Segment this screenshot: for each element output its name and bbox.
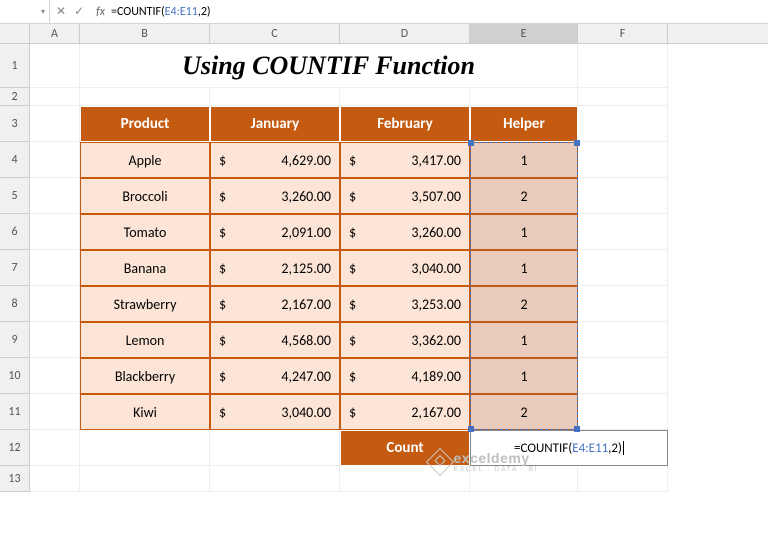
row-header-12[interactable]: 12 bbox=[0, 430, 30, 466]
row-2: 2 bbox=[0, 88, 768, 106]
row-header-8[interactable]: 8 bbox=[0, 286, 30, 322]
header-product: Product bbox=[80, 106, 210, 142]
fx-icon[interactable]: fx bbox=[96, 5, 105, 19]
header-february: February bbox=[340, 106, 470, 142]
product-cell[interactable]: Kiwi bbox=[80, 394, 210, 430]
table-row: 7 Banana$2,125.00$3,040.001 bbox=[0, 250, 768, 286]
col-header-E[interactable]: E bbox=[470, 24, 578, 43]
product-cell[interactable]: Banana bbox=[80, 250, 210, 286]
helper-cell[interactable]: 1 bbox=[470, 358, 578, 394]
row-header-3[interactable]: 3 bbox=[0, 106, 30, 142]
row-header-4[interactable]: 4 bbox=[0, 142, 30, 178]
product-cell[interactable]: Tomato bbox=[80, 214, 210, 250]
february-cell[interactable]: $3,362.00 bbox=[340, 322, 470, 358]
product-cell[interactable]: Apple bbox=[80, 142, 210, 178]
row-13: 13 bbox=[0, 466, 768, 492]
page-title: Using COUNTIF Function bbox=[80, 44, 578, 88]
product-cell[interactable]: Lemon bbox=[80, 322, 210, 358]
header-january: January bbox=[210, 106, 340, 142]
col-header-A[interactable]: A bbox=[30, 24, 80, 43]
row-header-5[interactable]: 5 bbox=[0, 178, 30, 214]
helper-cell[interactable]: 1 bbox=[470, 142, 578, 178]
cell-A1[interactable] bbox=[30, 44, 80, 88]
spreadsheet-grid: A B C D E F 1 Using COUNTIF Function 2 3… bbox=[0, 24, 768, 492]
product-cell[interactable]: Broccoli bbox=[80, 178, 210, 214]
january-cell[interactable]: $3,260.00 bbox=[210, 178, 340, 214]
enter-icon[interactable]: ✓ bbox=[74, 4, 84, 19]
february-cell[interactable]: $3,040.00 bbox=[340, 250, 470, 286]
formula-bar: ✕ ✓ fx =COUNTIF(E4:E11,2) bbox=[0, 0, 768, 24]
january-cell[interactable]: $2,091.00 bbox=[210, 214, 340, 250]
helper-cell[interactable]: 2 bbox=[470, 178, 578, 214]
february-cell[interactable]: $4,189.00 bbox=[340, 358, 470, 394]
col-header-C[interactable]: C bbox=[210, 24, 340, 43]
formula-bar-buttons: ✕ ✓ bbox=[50, 0, 90, 23]
row-header-2[interactable]: 2 bbox=[0, 88, 30, 106]
row-header-13[interactable]: 13 bbox=[0, 466, 30, 492]
january-cell[interactable]: $2,125.00 bbox=[210, 250, 340, 286]
col-header-D[interactable]: D bbox=[340, 24, 470, 43]
product-cell[interactable]: Strawberry bbox=[80, 286, 210, 322]
name-box[interactable] bbox=[0, 0, 50, 23]
table-row: 4 Apple$4,629.00$3,417.001 bbox=[0, 142, 768, 178]
watermark: exceldemy EXCEL · DATA · BI bbox=[430, 451, 539, 474]
february-cell[interactable]: $3,253.00 bbox=[340, 286, 470, 322]
col-header-F[interactable]: F bbox=[578, 24, 668, 43]
january-cell[interactable]: $2,167.00 bbox=[210, 286, 340, 322]
february-cell[interactable]: $3,260.00 bbox=[340, 214, 470, 250]
formula-bar-text[interactable]: =COUNTIF(E4:E11,2) bbox=[111, 5, 211, 19]
row-header-10[interactable]: 10 bbox=[0, 358, 30, 394]
helper-cell[interactable]: 1 bbox=[470, 322, 578, 358]
row-1: 1 Using COUNTIF Function bbox=[0, 44, 768, 88]
february-cell[interactable]: $3,507.00 bbox=[340, 178, 470, 214]
column-headers: A B C D E F bbox=[0, 24, 768, 44]
row-header-11[interactable]: 11 bbox=[0, 394, 30, 430]
january-cell[interactable]: $4,568.00 bbox=[210, 322, 340, 358]
formula-suffix: ,2) bbox=[198, 5, 211, 19]
cancel-icon[interactable]: ✕ bbox=[56, 4, 66, 19]
row-12: 12 Count =COUNTIF(E4:E11,2) bbox=[0, 430, 768, 466]
row-header-1[interactable]: 1 bbox=[0, 44, 30, 88]
helper-cell[interactable]: 2 bbox=[470, 394, 578, 430]
january-cell[interactable]: $3,040.00 bbox=[210, 394, 340, 430]
col-header-B[interactable]: B bbox=[80, 24, 210, 43]
product-cell[interactable]: Blackberry bbox=[80, 358, 210, 394]
text-cursor bbox=[623, 441, 624, 455]
row-header-6[interactable]: 6 bbox=[0, 214, 30, 250]
february-cell[interactable]: $3,417.00 bbox=[340, 142, 470, 178]
table-row: 11 Kiwi$3,040.00$2,167.002 bbox=[0, 394, 768, 430]
header-helper: Helper bbox=[470, 106, 578, 142]
table-row: 9 Lemon$4,568.00$3,362.001 bbox=[0, 322, 768, 358]
watermark-icon bbox=[425, 448, 453, 476]
helper-cell[interactable]: 2 bbox=[470, 286, 578, 322]
helper-cell[interactable]: 1 bbox=[470, 250, 578, 286]
formula-ref: E4:E11 bbox=[165, 5, 198, 19]
row-3: 3 Product January February Helper bbox=[0, 106, 768, 142]
select-all-corner[interactable] bbox=[0, 24, 30, 43]
table-row: 6 Tomato$2,091.00$3,260.001 bbox=[0, 214, 768, 250]
february-cell[interactable]: $2,167.00 bbox=[340, 394, 470, 430]
january-cell[interactable]: $4,629.00 bbox=[210, 142, 340, 178]
table-row: 8 Strawberry$2,167.00$3,253.002 bbox=[0, 286, 768, 322]
table-row: 10 Blackberry$4,247.00$4,189.001 bbox=[0, 358, 768, 394]
helper-cell[interactable]: 1 bbox=[470, 214, 578, 250]
january-cell[interactable]: $4,247.00 bbox=[210, 358, 340, 394]
cell-F1[interactable] bbox=[578, 44, 668, 88]
row-header-7[interactable]: 7 bbox=[0, 250, 30, 286]
rows: 1 Using COUNTIF Function 2 3 Product Jan… bbox=[0, 44, 768, 492]
table-row: 5 Broccoli$3,260.00$3,507.002 bbox=[0, 178, 768, 214]
formula-prefix: =COUNTIF( bbox=[111, 5, 165, 19]
row-header-9[interactable]: 9 bbox=[0, 322, 30, 358]
